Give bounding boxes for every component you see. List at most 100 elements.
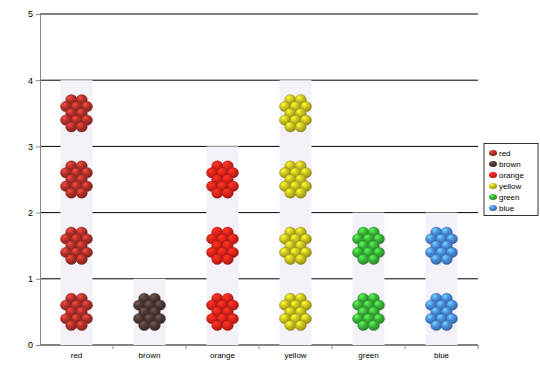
x-tick: brown xyxy=(139,345,186,360)
legend-label: yellow xyxy=(499,182,521,191)
candy xyxy=(66,254,77,264)
x-tick: orange xyxy=(210,345,259,360)
candy xyxy=(285,320,296,330)
y-tick: 2 xyxy=(28,208,40,218)
y-tick-label: 0 xyxy=(28,340,33,350)
x-tick-mark xyxy=(405,345,406,349)
x-tick-label: orange xyxy=(210,351,235,360)
candy xyxy=(358,254,369,264)
candy xyxy=(212,320,223,330)
y-axis: 0 1 2 3 4 5 xyxy=(28,9,41,350)
x-tick-mark xyxy=(186,345,187,349)
y-tick-label: 5 xyxy=(28,9,33,19)
bar xyxy=(134,279,166,345)
candy xyxy=(222,188,233,198)
bar xyxy=(426,213,458,345)
legend-label: red xyxy=(499,149,511,158)
x-tick: yellow xyxy=(284,345,332,360)
grid-line xyxy=(40,14,478,15)
y-tick-mark xyxy=(36,279,40,280)
y-tick: 0 xyxy=(28,340,40,350)
x-axis: red brown orange yellow green blue xyxy=(41,345,479,360)
x-tick-label: blue xyxy=(434,351,450,360)
grid-line xyxy=(40,146,478,147)
bar-group xyxy=(279,80,311,345)
x-tick-label: green xyxy=(358,351,378,360)
legend-entry: blue xyxy=(489,204,515,213)
x-tick: blue xyxy=(434,345,478,360)
grid xyxy=(40,14,478,345)
x-tick-mark xyxy=(259,345,260,349)
candy xyxy=(295,320,306,330)
y-tick: 3 xyxy=(28,142,40,152)
grid-line xyxy=(40,80,478,81)
legend-swatch xyxy=(489,172,497,178)
x-tick-label: yellow xyxy=(284,351,306,360)
candy xyxy=(358,320,369,330)
candy xyxy=(76,122,87,132)
candy xyxy=(212,254,223,264)
bar xyxy=(207,146,239,345)
candy xyxy=(368,320,379,330)
x-tick-mark xyxy=(332,345,333,349)
candy xyxy=(149,320,160,330)
candy xyxy=(222,320,233,330)
bar-group xyxy=(425,213,457,345)
legend-label: brown xyxy=(499,160,521,169)
bars xyxy=(60,80,457,345)
candy xyxy=(212,188,223,198)
legend-swatch xyxy=(489,161,497,167)
candy xyxy=(66,122,77,132)
candy xyxy=(285,122,296,132)
bar xyxy=(280,80,312,345)
legend-label: blue xyxy=(499,204,515,213)
candy xyxy=(431,254,442,264)
y-tick-label: 3 xyxy=(28,142,33,152)
y-tick-mark xyxy=(36,213,40,214)
y-axis-line xyxy=(36,15,41,346)
candy xyxy=(295,122,306,132)
x-tick-mark xyxy=(478,345,479,349)
candy xyxy=(76,254,87,264)
bar xyxy=(353,213,385,345)
bar xyxy=(61,80,93,345)
x-tick-label: red xyxy=(71,351,83,360)
candy xyxy=(295,188,306,198)
x-tick: red xyxy=(71,345,113,360)
grid-line xyxy=(40,212,478,213)
candy xyxy=(368,254,379,264)
y-tick-label: 1 xyxy=(28,274,33,284)
candy xyxy=(139,320,150,330)
candy xyxy=(295,254,306,264)
x-tick: green xyxy=(358,345,405,360)
y-tick: 4 xyxy=(28,76,40,86)
y-tick-mark xyxy=(36,146,40,147)
legend-label: orange xyxy=(499,171,524,180)
candy xyxy=(441,254,452,264)
bar-group xyxy=(206,146,238,345)
legend-entry: yellow xyxy=(489,182,521,191)
bar-group xyxy=(60,80,92,345)
candy xyxy=(76,188,87,198)
legend: red brown orange yellow green blue xyxy=(484,144,538,216)
chart: 0 1 2 3 4 5 red brown orange yellow green blue red br… xyxy=(0,0,540,367)
legend-swatch xyxy=(489,205,497,211)
plot: 0 1 2 3 4 5 red brown orange yellow green blue xyxy=(28,9,479,359)
candy xyxy=(66,320,77,330)
candy xyxy=(66,188,77,198)
legend-entry: green xyxy=(489,193,519,202)
legend-entry: brown xyxy=(489,160,521,169)
y-tick: 5 xyxy=(28,9,40,19)
candy xyxy=(285,188,296,198)
grid-line xyxy=(40,278,478,279)
candy xyxy=(222,254,233,264)
candy xyxy=(431,320,442,330)
x-tick-mark xyxy=(113,345,114,349)
bar-group xyxy=(133,279,165,345)
y-tick-mark xyxy=(36,80,40,81)
x-tick-label: brown xyxy=(139,351,161,360)
legend-box xyxy=(484,144,538,216)
legend-swatch xyxy=(489,183,497,189)
y-tick-label: 4 xyxy=(28,76,33,86)
y-tick-mark xyxy=(36,345,40,346)
